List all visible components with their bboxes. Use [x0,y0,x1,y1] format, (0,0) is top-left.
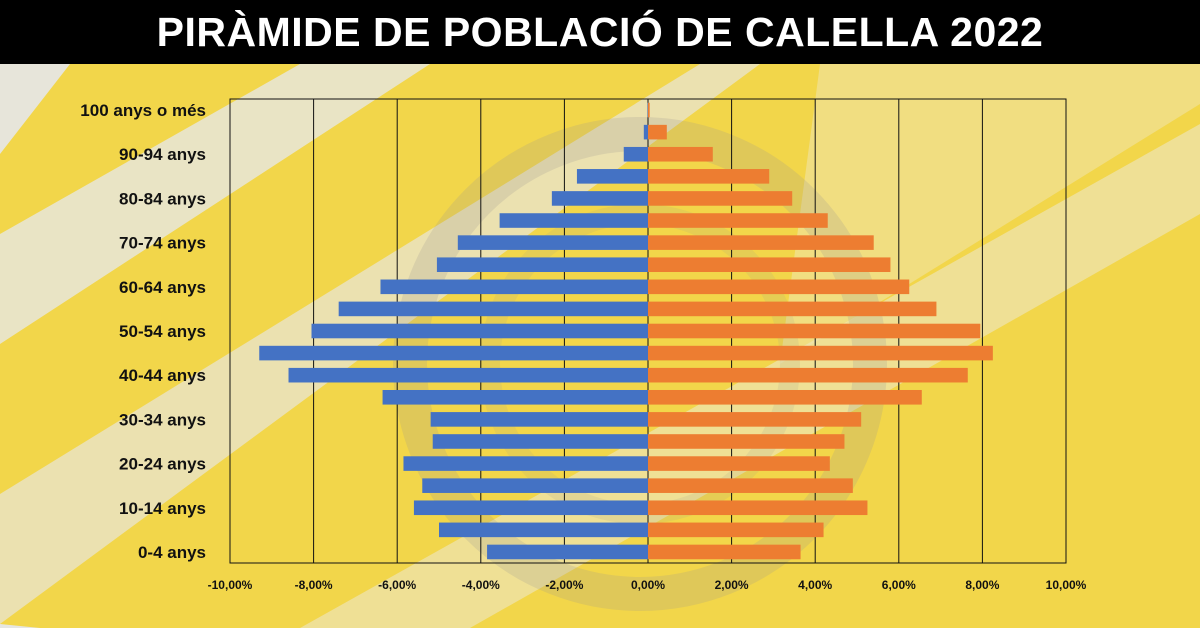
bar-left [382,389,648,405]
bar-left [436,257,648,273]
x-tick-label: 0,00% [631,578,665,592]
bar-right [648,434,845,449]
bar-right [648,478,853,493]
bar-right [648,345,993,361]
bar-right [648,456,830,471]
x-tick-label: 6,00% [882,578,916,592]
bar-left [647,102,649,118]
category-label: 20-24 anys [119,455,206,474]
bar-right [648,191,793,206]
bar-right [648,279,910,295]
category-label: 90-94 anys [119,145,206,164]
bar-left [439,522,648,538]
bar-left [403,456,648,471]
bar-layer [259,102,993,560]
bar-left [551,191,648,206]
bar-right [648,323,981,339]
bar-right [648,169,770,184]
bar-left [259,345,648,361]
bar-right [648,367,968,383]
category-label: 10-14 anys [119,499,206,518]
category-label: 40-44 anys [119,366,206,385]
x-tick-label: -2,00% [545,578,583,592]
bar-left [311,323,648,339]
x-tick-label: -4,00% [462,578,500,592]
bar-right [648,257,891,273]
bar-left [338,301,648,317]
bar-left [432,434,648,449]
chart-title: PIRÀMIDE DE POBLACIÓ DE CALELLA 2022 [0,0,1200,64]
bar-left [422,478,648,493]
x-tick-label: 2,00% [715,578,749,592]
bar-right [648,544,801,560]
bar-left [499,213,648,228]
x-tick-label: -6,00% [378,578,416,592]
x-tick-label: -8,00% [295,578,333,592]
bar-left [430,412,648,427]
x-tick-labels: -10,00% -8,00% -6,00% -4,00% -2,00% 0,00% 2,00… [208,578,1087,592]
bar-right [648,522,824,538]
category-label: 80-84 anys [119,189,206,208]
bar-right [648,235,874,250]
bar-right [648,102,650,118]
x-tick-label: -10,00% [208,578,253,592]
chart-area: 0-4 anys 10-14 anys 20-24 anys 30-34 anys 40… [0,64,1200,628]
bar-right [648,213,828,228]
bar-left [576,169,648,184]
category-labels: 0-4 anys 10-14 anys 20-24 anys 30-34 anys 40… [80,101,206,562]
bar-right [648,389,922,405]
bar-left [643,124,648,140]
bar-left [457,235,648,250]
category-label: 30-34 anys [119,410,206,429]
bar-left [487,544,648,560]
x-tick-label: 4,00% [798,578,832,592]
bar-right [648,412,862,427]
bar-right [648,124,667,140]
bar-right [648,500,868,516]
category-label: 0-4 anys [138,543,206,562]
category-label: 50-54 anys [119,322,206,341]
bar-right [648,146,713,162]
bar-left [380,279,648,295]
category-label: 100 anys o més [80,101,206,120]
x-tick-label: 10,00% [1046,578,1087,592]
bar-left [623,146,648,162]
bar-left [288,367,648,383]
population-pyramid-chart: 0-4 anys 10-14 anys 20-24 anys 30-34 anys 40… [80,98,1087,592]
x-tick-label: 8,00% [965,578,999,592]
bar-right [648,301,937,317]
category-label: 70-74 anys [119,234,206,253]
bar-left [413,500,648,516]
category-label: 60-64 anys [119,278,206,297]
